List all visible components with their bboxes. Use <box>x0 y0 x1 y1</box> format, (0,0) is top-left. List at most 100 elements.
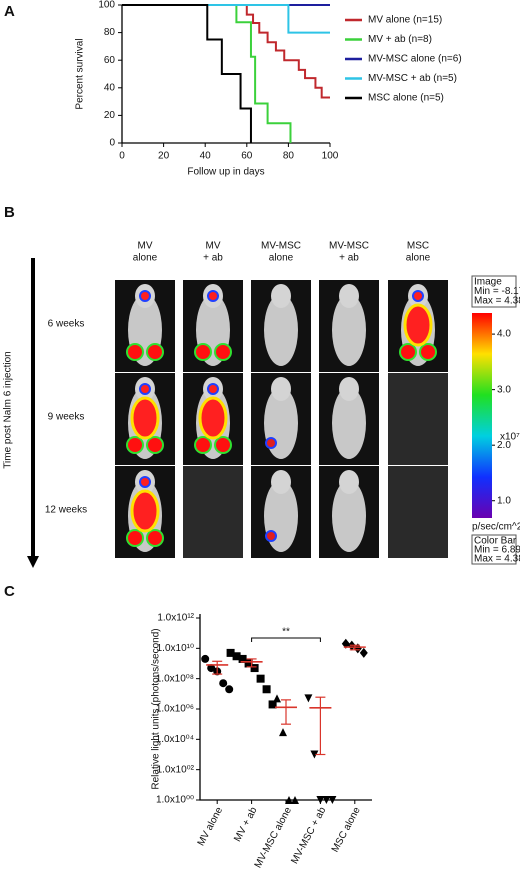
info-text: Max = 4.38e7 <box>474 296 520 307</box>
y-tick-label: 80 <box>104 27 116 38</box>
y-tick-label: 1.0x10⁰² <box>157 764 195 775</box>
data-point <box>304 694 313 703</box>
colorbar-tick-label: 2.0 <box>497 440 511 451</box>
row-label: 9 weeks <box>48 412 85 423</box>
colorbar-unit: p/sec/cm^2/sr <box>472 522 520 533</box>
data-point <box>310 750 319 759</box>
colorbar-tick-label: 3.0 <box>497 384 511 395</box>
signal <box>214 436 232 454</box>
row-label: 12 weeks <box>45 505 87 516</box>
survival-line <box>122 4 252 143</box>
legend-label: MV-MSC + ab (n=5) <box>368 73 457 84</box>
x-tick-label: 20 <box>158 151 170 162</box>
x-tick-label: MSC alone <box>330 805 363 854</box>
legend-label: MV + ab (n=8) <box>368 34 432 45</box>
data-point <box>244 659 253 668</box>
x-tick-label: 0 <box>119 151 125 162</box>
column-header: MSC <box>407 241 429 252</box>
panel-label: C <box>4 583 15 600</box>
signal <box>214 343 232 361</box>
mouse-image <box>388 466 448 558</box>
data-point <box>341 638 350 649</box>
info-box <box>471 275 517 308</box>
info-text: Min = 6.89e6 <box>474 545 520 556</box>
data-point <box>256 674 265 683</box>
signal <box>399 343 417 361</box>
arrow-head <box>27 556 39 568</box>
column-header: MV <box>138 241 153 252</box>
mouse-head <box>339 284 359 308</box>
colorbar-multiplier: x10⁷ <box>500 432 520 443</box>
data-point <box>262 685 271 694</box>
x-tick-label: 100 <box>322 151 339 162</box>
survival-line <box>122 4 330 34</box>
colorbar-tick-label: 1.0 <box>497 495 511 506</box>
legend-label: MSC alone (n=5) <box>368 93 444 104</box>
mouse-body <box>332 480 366 552</box>
data-point <box>238 654 247 663</box>
panel-label: A <box>4 3 15 20</box>
info-box <box>471 534 517 565</box>
x-tick-label: 80 <box>283 151 295 162</box>
data-point <box>285 796 293 804</box>
y-tick-label: 100 <box>98 0 115 11</box>
signal <box>198 396 228 440</box>
mouse-head <box>339 470 359 494</box>
signal <box>126 343 144 361</box>
signal <box>265 437 277 449</box>
signal <box>130 396 160 440</box>
mouse-body <box>332 294 366 366</box>
x-axis-label: Follow up in days <box>187 167 264 178</box>
panel-label: B <box>4 204 15 221</box>
x-tick-label: 40 <box>200 151 212 162</box>
signal <box>207 290 219 302</box>
significance-label: ** <box>282 627 290 638</box>
signal <box>194 343 212 361</box>
signal <box>139 383 151 395</box>
data-point <box>226 648 235 657</box>
signal <box>139 290 151 302</box>
signal <box>412 290 424 302</box>
data-point <box>250 664 259 673</box>
data-point <box>201 654 210 663</box>
mouse-image <box>388 373 448 465</box>
signal <box>207 383 219 395</box>
x-tick-label: MV alone <box>196 805 226 848</box>
info-text: Color Bar <box>474 536 517 547</box>
y-tick-label: 1.0x10⁰⁶ <box>156 704 194 715</box>
mouse-image <box>183 466 243 558</box>
signal <box>419 343 437 361</box>
signal <box>139 476 151 488</box>
y-tick-label: 1.0x10⁰⁸ <box>156 673 194 684</box>
data-point <box>291 796 299 804</box>
row-label: 6 weeks <box>48 319 85 330</box>
column-header: alone <box>269 253 294 264</box>
legend-label: MV-MSC alone (n=6) <box>368 54 462 65</box>
x-tick-label: MV-MSC alone <box>253 805 294 870</box>
signal <box>194 436 212 454</box>
signal <box>146 436 164 454</box>
y-tick-label: 20 <box>104 110 116 121</box>
color-bar <box>472 313 492 518</box>
info-text: Image <box>474 277 502 288</box>
survival-line <box>122 4 330 99</box>
column-header: alone <box>133 253 158 264</box>
column-header: alone <box>406 253 431 264</box>
data-point <box>322 796 331 804</box>
signal <box>126 529 144 547</box>
data-point <box>207 664 216 673</box>
y-tick-label: 40 <box>104 82 116 93</box>
y-tick-label: 60 <box>104 55 116 66</box>
data-point <box>225 685 234 694</box>
x-tick-label: MV-MSC + ab <box>289 805 328 866</box>
y-tick-label: 1.0x10⁰⁰ <box>156 795 194 806</box>
data-point <box>279 728 287 737</box>
y-tick-label: 1.0x10¹⁰ <box>157 643 194 654</box>
data-point <box>268 700 277 709</box>
y-tick-label: 1.0x10⁰⁴ <box>156 734 194 745</box>
data-point <box>273 694 281 703</box>
data-point <box>232 652 241 661</box>
y-tick-label: 0 <box>109 138 115 149</box>
info-text: Min = -8.17e3 <box>474 286 520 297</box>
